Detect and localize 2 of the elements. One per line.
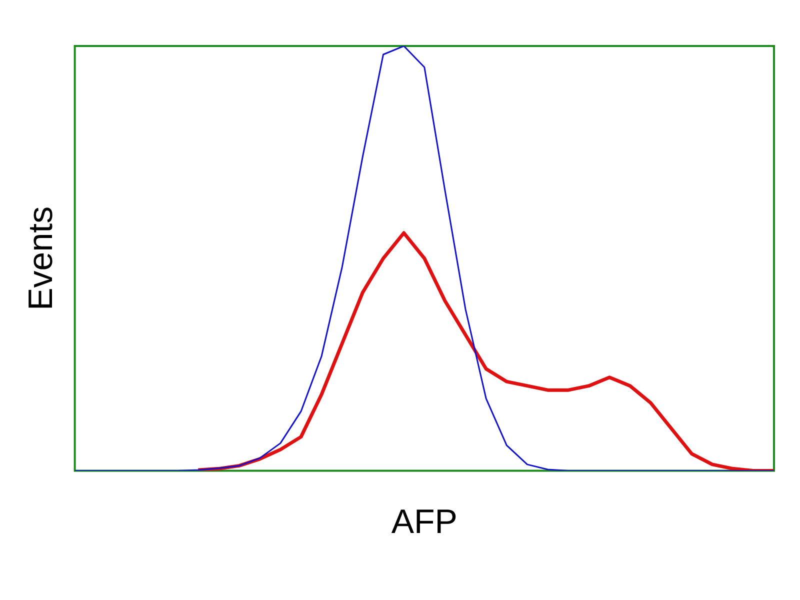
y-axis-title: Events bbox=[22, 206, 60, 310]
x-axis-title: AFP bbox=[391, 502, 458, 541]
